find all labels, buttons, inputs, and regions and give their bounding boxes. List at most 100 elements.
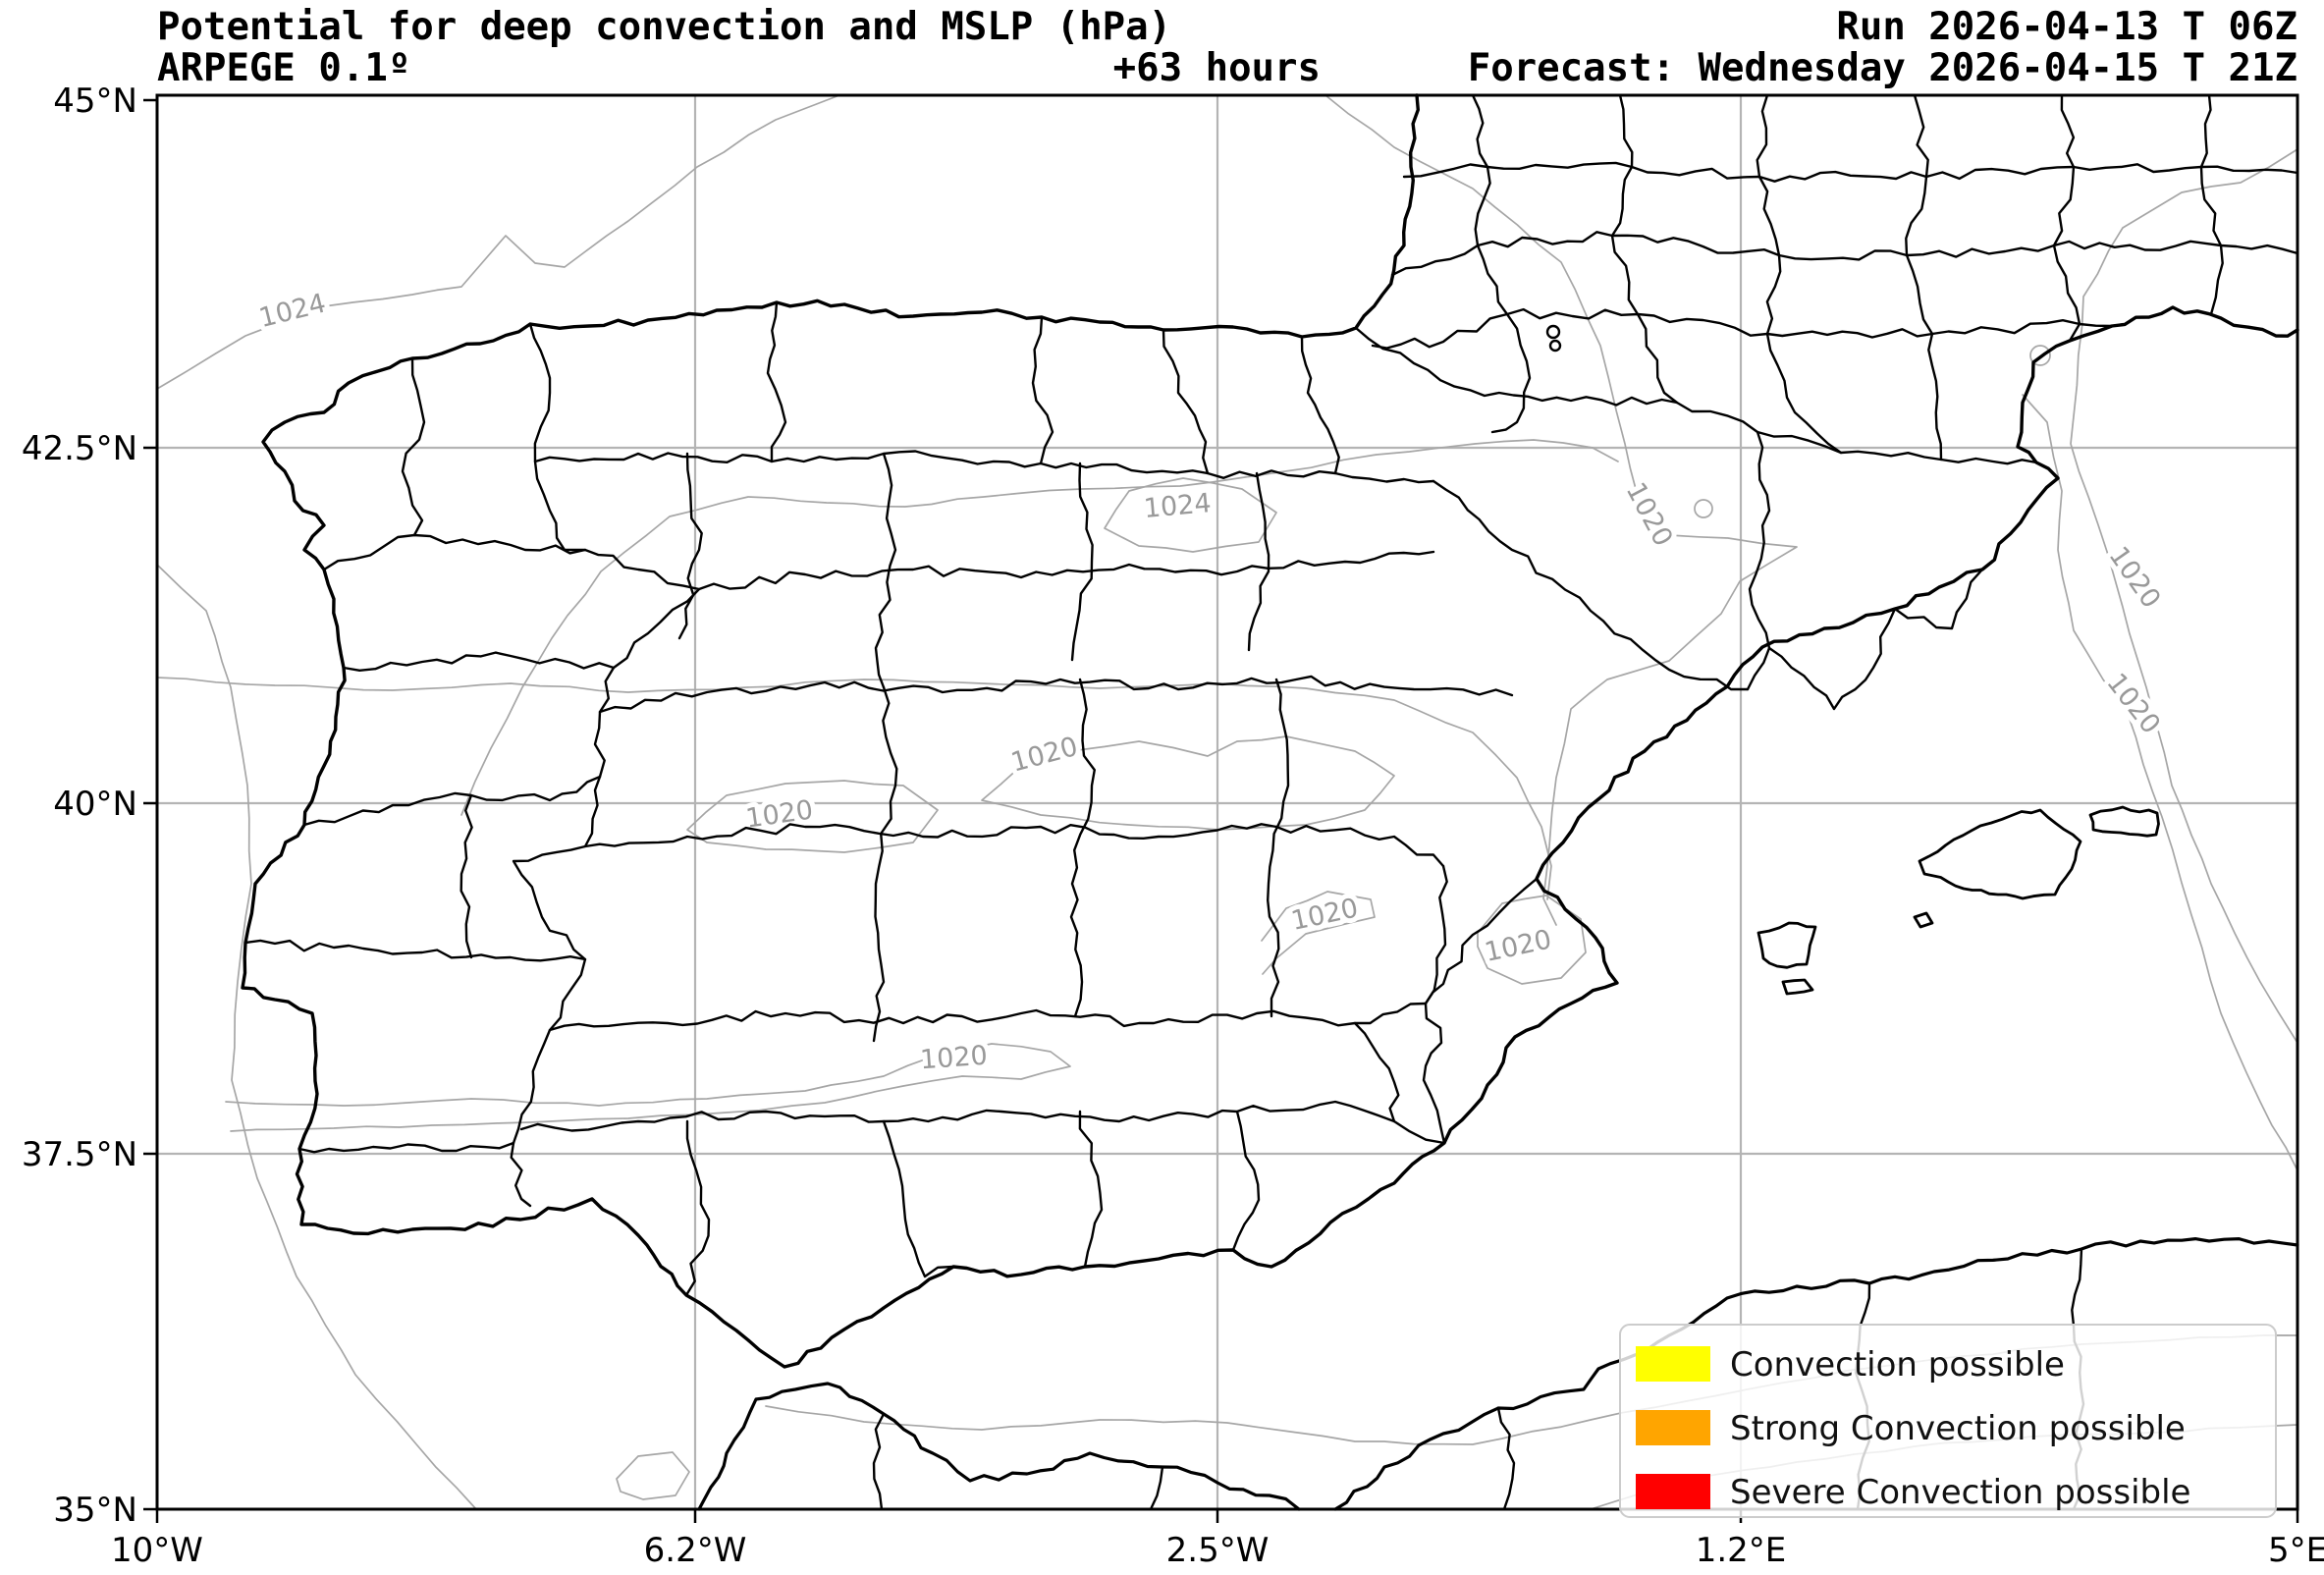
island-coastline: [1913, 911, 1934, 929]
africa-coastline: [1333, 1237, 2299, 1511]
coastline: [241, 93, 2299, 1369]
lake-outline: [1545, 324, 1561, 340]
y-tick-label: 40°N: [53, 785, 137, 824]
province-border: [1893, 568, 1984, 630]
isobar-value-label: 1020: [1482, 924, 1554, 968]
valid-time-label: Forecast: Wednesday 2026-04-15 T 21Z: [1468, 46, 2297, 90]
province-border: [1070, 462, 1094, 662]
island-coastline: [1918, 808, 2082, 900]
province-border: [528, 322, 587, 552]
isobar-value-label: 1020: [1288, 893, 1361, 937]
province-border: [1746, 430, 1771, 691]
isobar-line: [156, 564, 477, 1510]
isobar-line: [156, 94, 840, 390]
province-border: [1031, 315, 1054, 465]
admin-borders: [241, 93, 2299, 1511]
x-tick-label: 6.2°W: [644, 1531, 747, 1570]
province-border: [302, 775, 602, 827]
province-border: [1390, 231, 2299, 277]
province-border: [684, 1119, 711, 1297]
legend-label: Strong Convection possible: [1730, 1409, 2186, 1448]
island-coastline: [1757, 921, 1817, 969]
province-border: [1402, 161, 2299, 183]
province-border: [342, 651, 616, 672]
y-tick-label: 42.5°N: [22, 429, 137, 468]
isobar-line: [1261, 891, 1376, 975]
province-border: [1267, 678, 1290, 1018]
province-border: [1610, 93, 1679, 405]
province-border: [1149, 1465, 1164, 1511]
latlon-grid: [157, 95, 2297, 1509]
province-border: [583, 823, 1445, 868]
province-border: [1371, 307, 2114, 350]
x-tick-label: 1.2°E: [1696, 1531, 1787, 1570]
isobar-line: [1324, 94, 1798, 926]
province-border: [1231, 1110, 1261, 1252]
isobar-small-loop: [2029, 345, 2051, 366]
lake-outline: [1548, 339, 1562, 353]
legend-label: Severe Convection possible: [1730, 1473, 2190, 1512]
isobar-value-label: 1020: [1620, 477, 1679, 551]
isobar-value-label: 1024: [1143, 488, 1213, 524]
province-border: [1078, 1110, 1104, 1269]
isobar-value-label: 1020: [2103, 541, 2167, 614]
province-border: [1756, 93, 1843, 455]
province-border: [533, 450, 1435, 484]
province-border: [1422, 864, 1448, 1145]
y-tick-label: 37.5°N: [22, 1135, 137, 1174]
province-border: [297, 1141, 515, 1154]
run-time-label: Run 2026-04-13 T 06Z: [1836, 5, 2297, 49]
isobar-line: [156, 677, 1552, 900]
legend-swatch: [1636, 1410, 1710, 1445]
isobar-line: [2070, 148, 2298, 1044]
isobar-line: [981, 735, 1395, 831]
province-border: [872, 685, 898, 1043]
x-tick-label: 2.5°W: [1166, 1531, 1270, 1570]
province-border: [1424, 877, 1539, 1005]
legend: Convection possible Strong Convection pos…: [1619, 1324, 2277, 1518]
province-border: [1069, 678, 1096, 1018]
province-border: [401, 356, 426, 537]
province-border: [548, 1002, 1428, 1032]
isobar-small-loop: [1694, 499, 1713, 518]
y-tick-label: 45°N: [53, 81, 137, 121]
isobar-line: [686, 780, 939, 853]
isobar-value-label: 1024: [256, 288, 329, 334]
africa-coastline: [697, 1382, 1301, 1511]
isobar-line: [225, 1043, 1071, 1132]
province-border: [519, 1100, 1446, 1145]
isobar-value-label: 1020: [1008, 732, 1081, 779]
isobar-line: [1477, 895, 1587, 985]
axis-ticks: 45°N 42.5°N 40°N 37.5°N 35°N10°W 6.2°W 2.5°W 1.…: [22, 81, 2324, 1570]
province-border: [2199, 93, 2224, 316]
y-tick-label: 35°N: [53, 1491, 137, 1530]
province-border: [243, 939, 587, 962]
province-border: [322, 533, 701, 1208]
province-border: [1353, 1021, 1400, 1123]
province-border: [697, 550, 1435, 591]
legend-swatch: [1636, 1346, 1710, 1382]
province-border: [766, 300, 787, 463]
province-border: [1247, 471, 1270, 652]
province-border: [1471, 93, 1532, 434]
province-border: [598, 675, 1514, 714]
x-tick-label: 10°W: [111, 1531, 203, 1570]
legend-box: [1619, 1324, 2277, 1518]
mslp-isobars: [156, 94, 2298, 1510]
province-border: [459, 793, 473, 959]
isobar-line: [1104, 477, 1277, 553]
province-border: [874, 452, 897, 689]
province-border: [2052, 93, 2081, 343]
isobar-line: [616, 1451, 690, 1500]
province-border: [882, 1119, 955, 1278]
model-label: ARPEGE 0.1º: [157, 46, 410, 90]
island-coastline: [2088, 805, 2160, 838]
island-coastline: [1781, 978, 1814, 996]
province-border: [1905, 93, 1943, 462]
isobar-line: [460, 439, 1619, 816]
figure-title: Potential for deep convection and MSLP (…: [157, 5, 1171, 49]
x-tick-label: 5°E: [2268, 1531, 2324, 1570]
